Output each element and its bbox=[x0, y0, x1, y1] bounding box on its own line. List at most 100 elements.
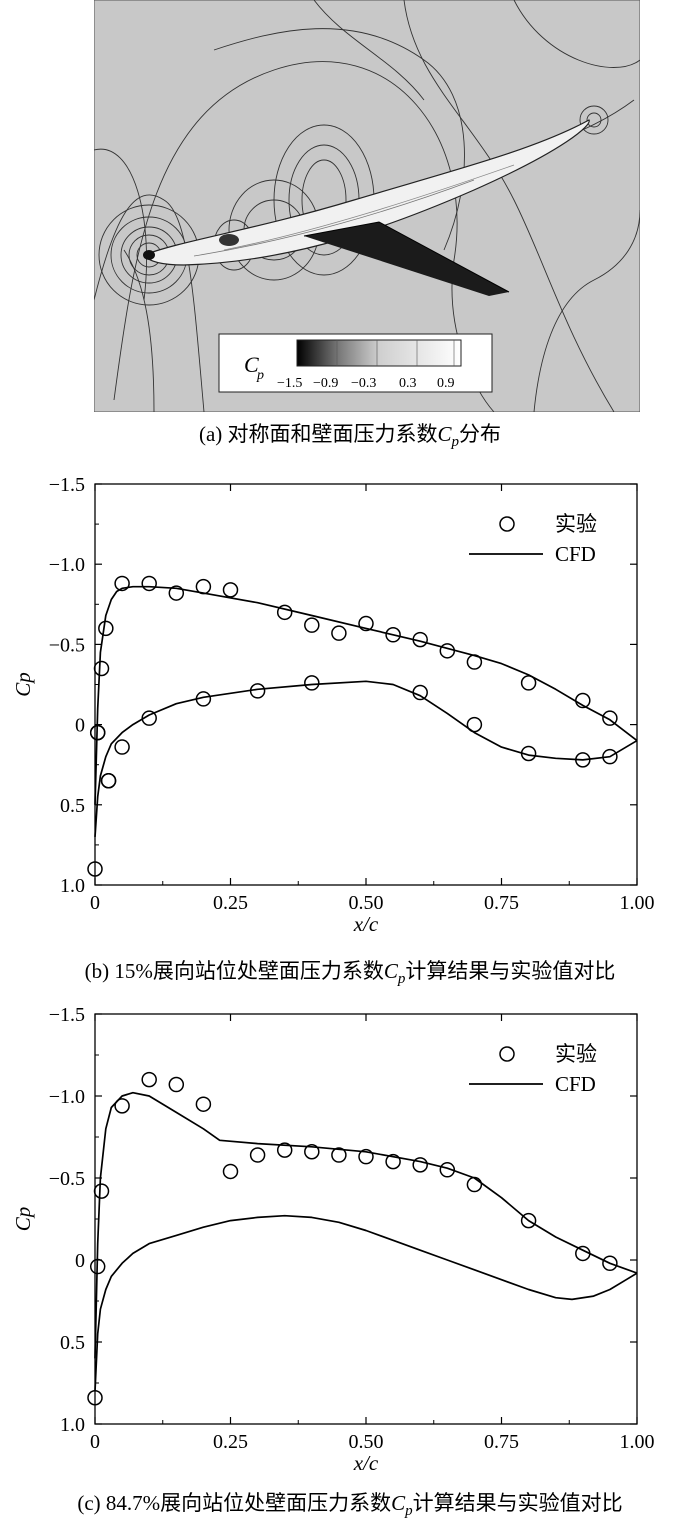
y-tick-label: −0.5 bbox=[49, 1168, 85, 1190]
x-tick-label: 1.00 bbox=[620, 1431, 655, 1453]
experiment-marker bbox=[520, 1212, 537, 1229]
legend-label-experiment: 实验 bbox=[555, 512, 597, 536]
experiment-marker bbox=[466, 1176, 483, 1193]
x-tick-label: 1.00 bbox=[620, 892, 655, 914]
legend-cp-symbol: C bbox=[244, 352, 259, 377]
y-axis-label: Cp bbox=[11, 1207, 35, 1232]
x-tick-label: 0.75 bbox=[484, 1431, 519, 1453]
chart-c: 0 0.25 0.50 0.75 1.00 −1.5 −1.0 −0.5 0 0.5 1.0 x/c C… bbox=[11, 1004, 655, 1475]
experiment-marker bbox=[276, 1142, 293, 1158]
experiment-marker bbox=[141, 575, 157, 592]
experiment-marker bbox=[304, 1144, 320, 1160]
experiment-marker bbox=[304, 617, 320, 633]
colorbar bbox=[296, 339, 462, 367]
caption-c-text: (c) 84.7%展向站位处壁面压力系数 bbox=[77, 1491, 392, 1515]
colorbar-tick: 0.3 bbox=[399, 376, 417, 391]
experiment-marker bbox=[439, 643, 456, 659]
y-tick-label: 0.5 bbox=[60, 795, 85, 817]
experiment-marker bbox=[114, 1098, 130, 1114]
experiment-marker bbox=[195, 1096, 212, 1112]
caption-c-text-end: 计算结果与实验值对比 bbox=[412, 1491, 623, 1515]
experiment-marker bbox=[358, 615, 374, 632]
contour-drawing: C p −1.5 −0.9 −0.3 0.3 0.9 bbox=[93, 0, 641, 413]
caption-a-text: (a) 对称面和壁面压力系数 bbox=[198, 422, 438, 446]
experiment-marker bbox=[93, 660, 110, 677]
experiment-marker bbox=[520, 675, 537, 691]
cfd-line bbox=[94, 585, 638, 805]
experiment-marker bbox=[87, 861, 103, 877]
colorbar-tick: 0.9 bbox=[437, 376, 455, 391]
cfd-line bbox=[94, 1091, 638, 1359]
experiment-marker bbox=[276, 604, 293, 621]
chart-b: 0 0.25 0.50 0.75 1.00 −1.5 −1.0 −0.5 0 0.5 1.0 x/c C… bbox=[11, 474, 655, 936]
colorbar-tick: −0.3 bbox=[351, 376, 376, 391]
experiment-marker bbox=[222, 582, 239, 598]
experiment-marker bbox=[358, 1148, 374, 1165]
experiment-marker bbox=[168, 585, 185, 601]
experiment-marker bbox=[412, 1157, 428, 1173]
y-tick-label: −1.5 bbox=[49, 474, 85, 496]
x-axis-label: x/c bbox=[353, 1451, 379, 1475]
experiment-marker bbox=[93, 1183, 110, 1199]
experiment-marker bbox=[439, 1162, 456, 1178]
experiment-marker bbox=[331, 1147, 347, 1163]
legend-label-cfd: CFD bbox=[555, 1072, 596, 1096]
y-tick-label: 0 bbox=[75, 715, 85, 737]
caption-a-text-end: 分布 bbox=[459, 422, 502, 446]
caption-c-subscript: p bbox=[405, 1503, 413, 1519]
experiment-marker bbox=[168, 1076, 185, 1093]
x-tick-label: 0.25 bbox=[213, 892, 248, 914]
caption-b-subscript: p bbox=[397, 971, 406, 987]
experiment-marker bbox=[98, 620, 114, 637]
caption-b-text-end: 计算结果与实验值对比 bbox=[405, 959, 616, 983]
experiment-marker bbox=[331, 625, 347, 641]
caption-c-symbol: C bbox=[391, 1491, 406, 1515]
y-tick-label: −0.5 bbox=[49, 634, 85, 656]
experiment-marker bbox=[602, 710, 618, 726]
legend-label-experiment: 实验 bbox=[555, 1042, 597, 1066]
colorbar-tick: −1.5 bbox=[277, 376, 302, 391]
x-tick-label: 0.75 bbox=[484, 892, 519, 914]
y-tick-label: −1.0 bbox=[49, 554, 85, 576]
caption-b-text: (b) 15%展向站位处壁面压力系数 bbox=[84, 959, 384, 983]
experiment-marker bbox=[304, 675, 320, 691]
x-axis-label: x/c bbox=[353, 912, 379, 936]
experiment-marker bbox=[114, 575, 130, 592]
experiment-marker bbox=[412, 684, 428, 701]
colorbar-tick: −0.9 bbox=[313, 376, 338, 391]
experiment-marker bbox=[385, 1153, 401, 1170]
y-tick-label: 0 bbox=[75, 1250, 85, 1272]
y-tick-label: −1.5 bbox=[49, 1004, 85, 1026]
experiment-marker bbox=[602, 1255, 618, 1272]
y-tick-label: −1.0 bbox=[49, 1086, 85, 1108]
experiment-marker bbox=[249, 1147, 266, 1163]
experiment-marker bbox=[385, 627, 401, 643]
experiment-marker bbox=[222, 1163, 239, 1180]
x-tick-label: 0 bbox=[90, 892, 100, 914]
legend-marker-swatch bbox=[499, 1046, 515, 1062]
cp-contour-image: C p −1.5 −0.9 −0.3 0.3 0.9 bbox=[93, 0, 641, 413]
caption-b-symbol: C bbox=[383, 959, 398, 983]
legend-cp-subscript: p bbox=[256, 368, 264, 383]
caption-a: (a) 对称面和壁面压力系数Cp分布 bbox=[0, 418, 700, 451]
caption-c: (c) 84.7%展向站位处壁面压力系数Cp计算结果与实验值对比 bbox=[0, 1487, 700, 1520]
experiment-marker bbox=[141, 1071, 157, 1088]
caption-a-symbol: C bbox=[437, 422, 452, 446]
y-axis-label: Cp bbox=[11, 672, 35, 697]
y-tick-label: 1.0 bbox=[60, 1414, 85, 1436]
experiment-marker bbox=[100, 772, 117, 789]
legend-marker-swatch bbox=[499, 516, 515, 532]
y-tick-label: 0.5 bbox=[60, 1332, 85, 1354]
caption-b: (b) 15%展向站位处壁面压力系数Cp计算结果与实验值对比 bbox=[0, 955, 700, 988]
y-tick-label: 1.0 bbox=[60, 875, 85, 897]
cfd-line bbox=[94, 1214, 638, 1392]
caption-a-subscript: p bbox=[451, 434, 460, 450]
colorbar-ticks: −1.5 −0.9 −0.3 0.3 0.9 bbox=[277, 376, 455, 391]
legend-label-cfd: CFD bbox=[555, 542, 596, 566]
x-tick-label: 0.50 bbox=[349, 1431, 384, 1453]
x-tick-label: 0.25 bbox=[213, 1431, 248, 1453]
cfd-line bbox=[94, 680, 638, 837]
experiment-marker bbox=[249, 683, 266, 699]
x-tick-label: 0 bbox=[90, 1431, 100, 1453]
x-tick-label: 0.50 bbox=[349, 892, 384, 914]
